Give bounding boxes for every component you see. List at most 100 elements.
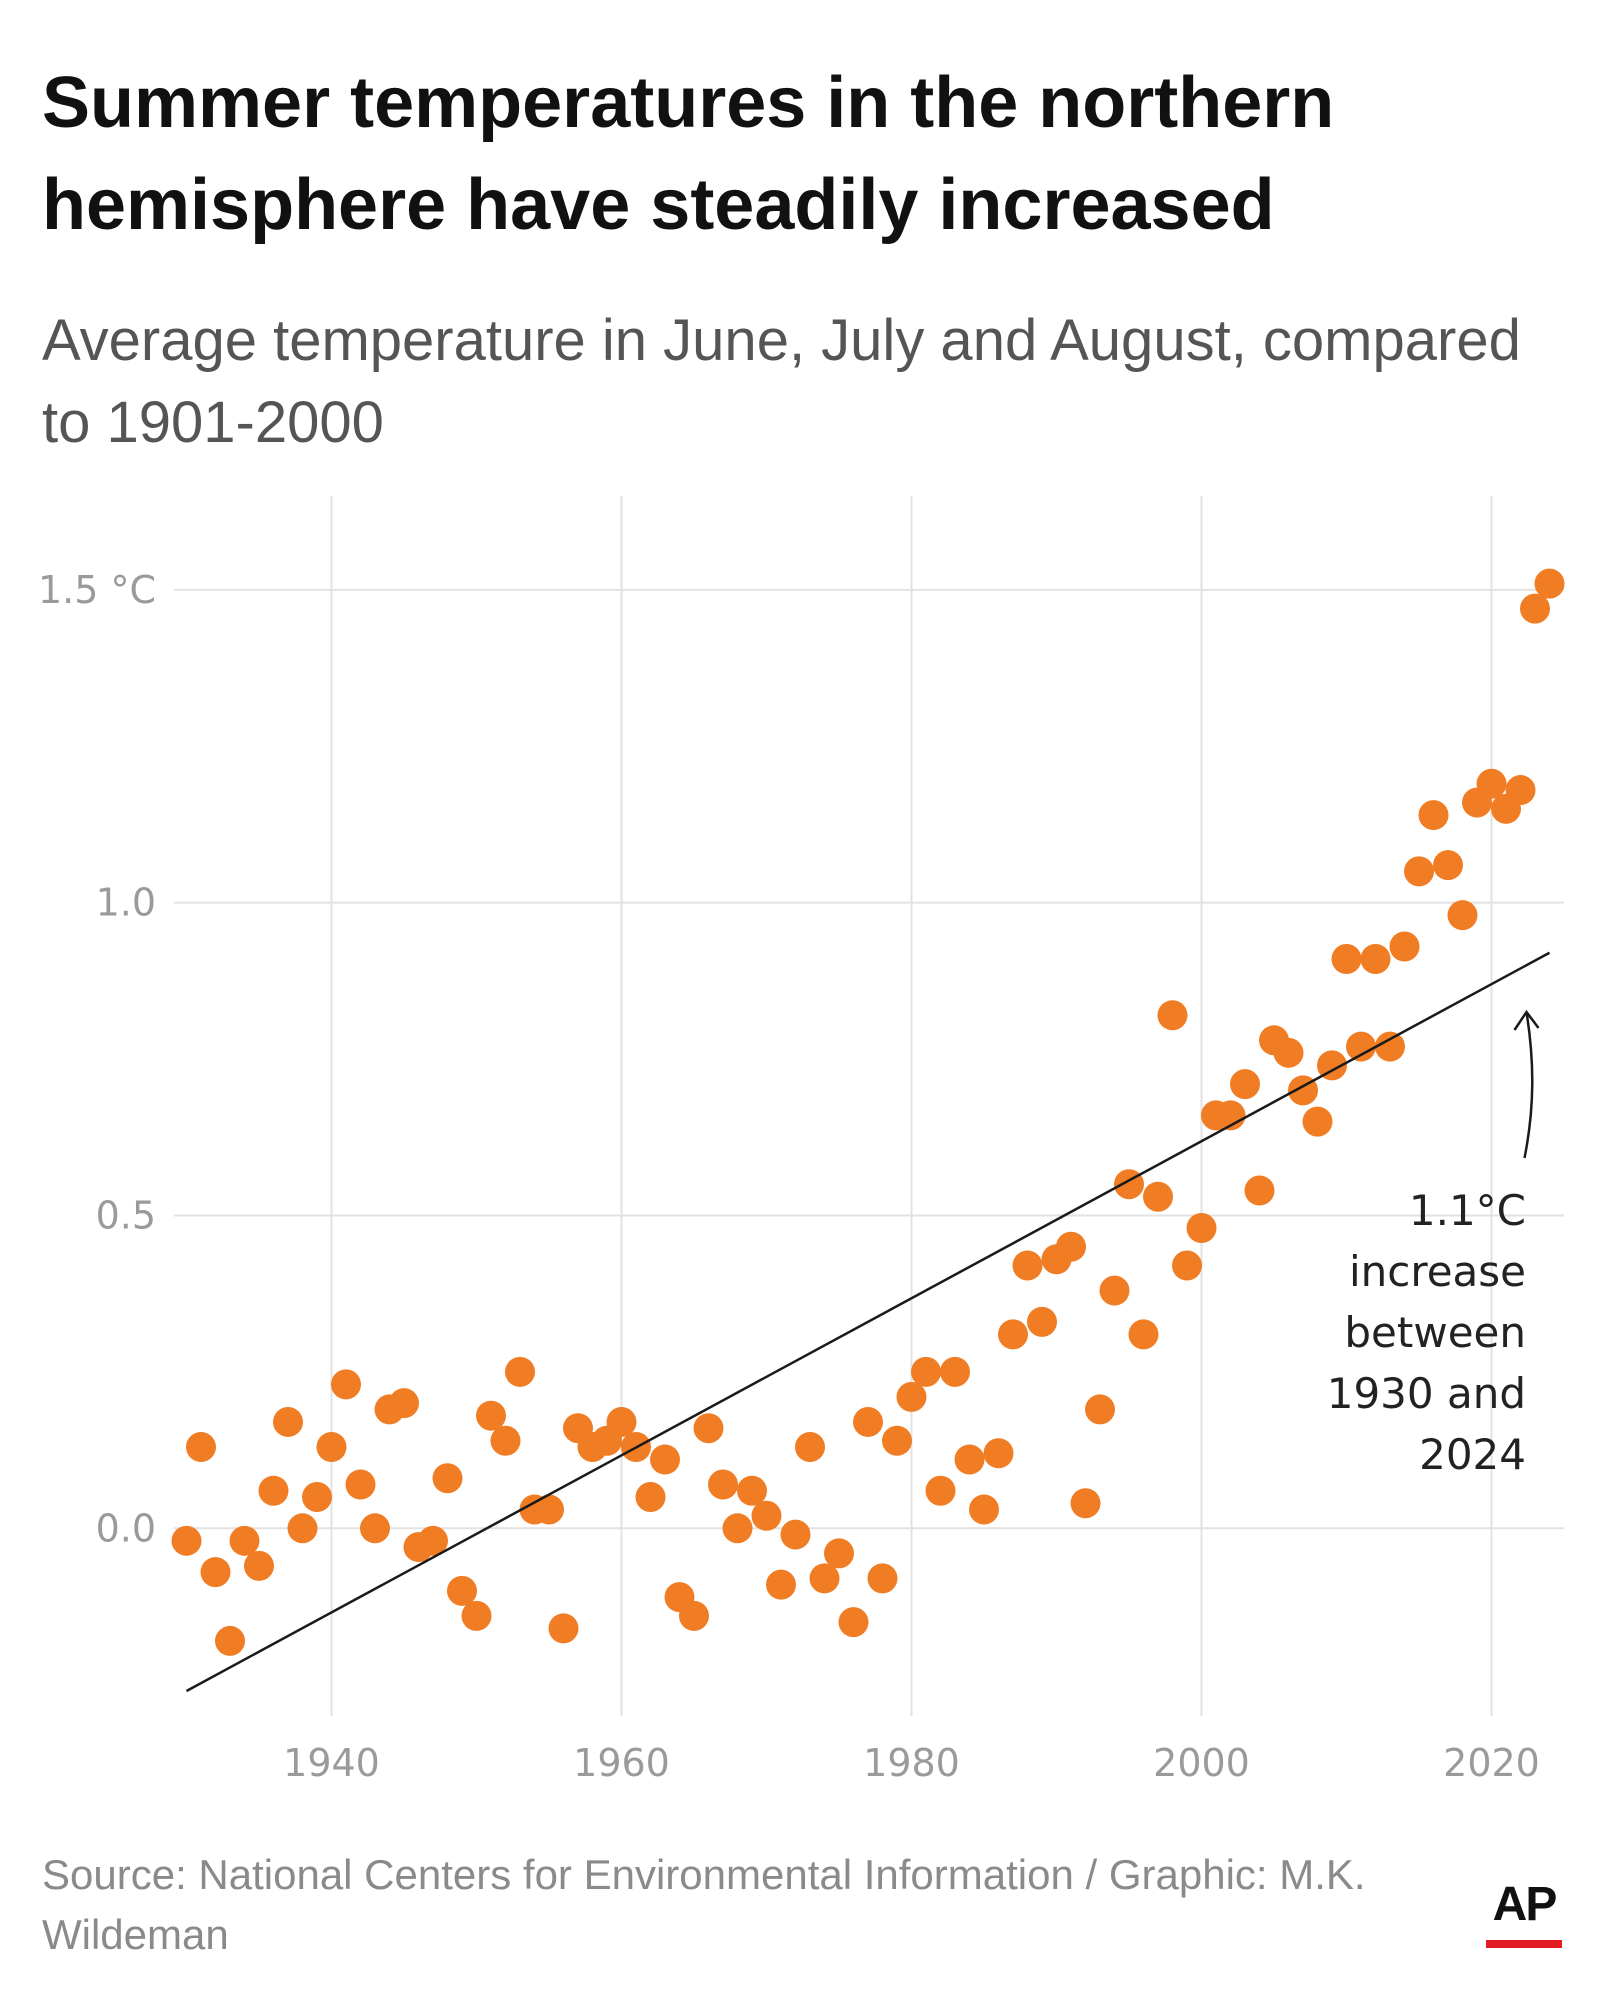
data-point [1375,1031,1405,1062]
y-tick-label: 0.5 [96,1193,156,1237]
data-point [1360,943,1391,974]
data-point [780,1519,811,1550]
x-tick-label: 1940 [283,1741,380,1785]
annotation-line: 1.1°C [1409,1186,1526,1235]
axis-labels: 1940 1960 1980 2000 2020 0.0 0.5 1.0 1.5 °C [38,568,1540,1785]
data-point [650,1444,680,1475]
data-point [1085,1394,1115,1425]
data-point [244,1550,274,1581]
data-point [1244,1175,1275,1206]
data-point [925,1475,956,1506]
data-point [824,1538,854,1569]
data-point [432,1463,463,1494]
data-point [838,1607,869,1638]
data-point [635,1482,666,1513]
ap-logo-bar [1486,1940,1562,1948]
data-point [911,1356,941,1387]
x-tick-label: 1960 [573,1741,670,1785]
data-point [258,1475,289,1506]
annotation-line: increase [1349,1247,1526,1296]
data-point [1476,768,1507,799]
data-point [1447,900,1478,931]
data-point [171,1525,202,1556]
x-tick-label: 2000 [1153,1741,1250,1785]
annotation-arrow [1523,1011,1534,1159]
data-point [1215,1100,1246,1131]
data-point [389,1388,419,1419]
trend-layer [185,951,1551,1693]
data-point [490,1425,521,1456]
data-point [1273,1037,1304,1068]
data-point [461,1600,492,1631]
annotation-line: between [1344,1308,1526,1357]
data-point [200,1557,231,1588]
data-point [1012,1250,1043,1281]
data-point [331,1369,361,1400]
data-point [186,1431,216,1462]
data-point [1520,593,1550,624]
data-point [548,1613,579,1644]
y-tick-label: 1.5 °C [38,568,156,612]
data-point [1099,1275,1130,1306]
data-point [882,1425,912,1456]
data-point [737,1475,767,1506]
points-layer [171,568,1565,1656]
data-point [1027,1306,1057,1337]
data-point [273,1406,303,1437]
data-point [1534,568,1565,599]
data-point [693,1413,724,1444]
data-point [1172,1250,1202,1281]
data-point [1346,1031,1376,1062]
data-point [345,1469,376,1500]
data-point [1433,850,1463,881]
annotation-line: 2024 [1419,1430,1526,1479]
annotation-layer: 1.1°C increase between 1930 and 2024 [1327,1009,1540,1479]
data-point [606,1406,637,1437]
data-point [998,1319,1028,1350]
data-point [1186,1213,1217,1243]
data-point [722,1513,753,1544]
data-point [505,1356,535,1387]
data-point [708,1469,738,1500]
data-point [534,1494,564,1525]
source-credit: Source: National Centers for Environment… [42,1851,1366,1958]
y-tick-label: 1.0 [96,881,156,925]
annotation-arrowhead [1513,1009,1540,1031]
data-point [1157,1000,1188,1031]
x-tick-label: 1980 [863,1741,960,1785]
data-point [1070,1488,1101,1519]
data-point [229,1525,260,1556]
data-point [1230,1069,1260,1100]
y-tick-label: 0.0 [96,1506,156,1550]
data-point [795,1431,825,1462]
data-point [1302,1106,1333,1137]
chart-title: Summer temperatures in the northern hemi… [42,63,1335,245]
data-point [896,1381,927,1412]
data-point [969,1494,999,1525]
data-point [1143,1181,1173,1212]
data-point [1331,943,1362,974]
data-point [679,1600,709,1631]
data-point [476,1400,506,1431]
data-point [418,1525,448,1556]
data-point [316,1431,347,1462]
data-point [1389,931,1420,962]
data-point [302,1482,332,1513]
data-point [1418,800,1449,831]
data-point [983,1438,1014,1469]
data-point [1128,1319,1159,1350]
grid-layer [174,496,1564,1716]
data-point [1056,1231,1086,1262]
ap-logo: AP [1486,1880,1562,1948]
annotation-line: 1930 and [1327,1369,1526,1418]
data-point [215,1625,245,1656]
data-point [1505,775,1536,806]
ap-logo-text: AP [1492,1878,1558,1931]
data-point [360,1513,390,1544]
x-tick-label: 2020 [1443,1741,1540,1785]
data-point [954,1444,985,1475]
data-point [809,1563,840,1594]
data-point [287,1513,318,1544]
data-point [853,1406,883,1437]
data-point [447,1575,477,1606]
